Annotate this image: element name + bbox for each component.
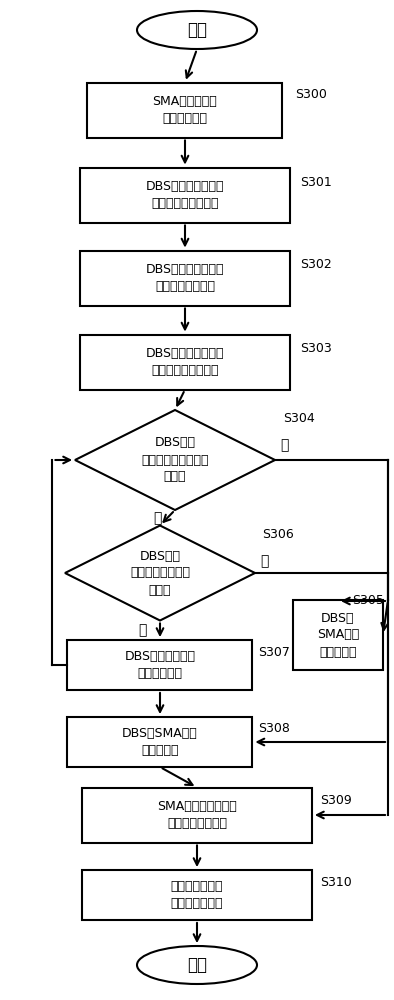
Text: S308: S308 — [258, 722, 290, 736]
Text: S305: S305 — [352, 593, 384, 606]
Text: S301: S301 — [300, 176, 332, 188]
Text: S307: S307 — [258, 646, 290, 658]
Text: DBS判断
该路径上的带宽预接
纳成功: DBS判断 该路径上的带宽预接 纳成功 — [141, 436, 209, 484]
Bar — [80, 167, 290, 223]
Text: 结束: 结束 — [187, 956, 207, 974]
Text: S303: S303 — [300, 342, 332, 356]
Bar — [67, 640, 253, 690]
Text: DBS向
SMA返回
预接纳成功: DBS向 SMA返回 预接纳成功 — [317, 611, 359, 658]
Text: S302: S302 — [300, 258, 332, 271]
Bar — [293, 600, 383, 670]
Text: SMA向无线层返回预
接纳结果接纳业务: SMA向无线层返回预 接纳结果接纳业务 — [157, 800, 237, 830]
Ellipse shape — [137, 946, 257, 984]
Text: DBS选择局向下的最
优传输路径尝试接纳: DBS选择局向下的最 优传输路径尝试接纳 — [146, 347, 224, 377]
Text: S304: S304 — [283, 412, 315, 424]
Text: S309: S309 — [320, 794, 352, 806]
Text: SMA调用传输资
源预接纳函数: SMA调用传输资 源预接纳函数 — [152, 95, 217, 125]
Bar — [82, 870, 312, 920]
Polygon shape — [65, 526, 255, 620]
Text: DBS判断
该局向下有次优传
输路径: DBS判断 该局向下有次优传 输路径 — [130, 550, 190, 596]
Text: 无线层根据预接
纳结果管理业务: 无线层根据预接 纳结果管理业务 — [171, 880, 223, 910]
Text: 是: 是 — [280, 438, 288, 452]
Text: DBS采用传输资源预
接纳函数进行预接纳: DBS采用传输资源预 接纳函数进行预接纳 — [146, 180, 224, 210]
Text: 否: 否 — [260, 554, 268, 568]
Text: DBS选择该局向下
次优传输路径: DBS选择该局向下 次优传输路径 — [125, 650, 195, 680]
Text: S310: S310 — [320, 876, 352, 888]
Text: 是: 是 — [138, 623, 146, 637]
Ellipse shape — [137, 11, 257, 49]
Bar — [87, 83, 282, 137]
Text: S306: S306 — [262, 528, 294, 542]
Text: 开始: 开始 — [187, 21, 207, 39]
Bar — [82, 788, 312, 842]
Text: 否: 否 — [153, 511, 161, 525]
Bar — [67, 717, 253, 767]
Polygon shape — [75, 410, 275, 510]
Bar — [80, 250, 290, 306]
Text: DBS根据承载类型选
择相应的传输路径: DBS根据承载类型选 择相应的传输路径 — [146, 263, 224, 293]
Bar — [80, 334, 290, 389]
Text: S300: S300 — [295, 89, 327, 102]
Text: DBS向SMA返回
预接纳失败: DBS向SMA返回 预接纳失败 — [122, 727, 198, 757]
